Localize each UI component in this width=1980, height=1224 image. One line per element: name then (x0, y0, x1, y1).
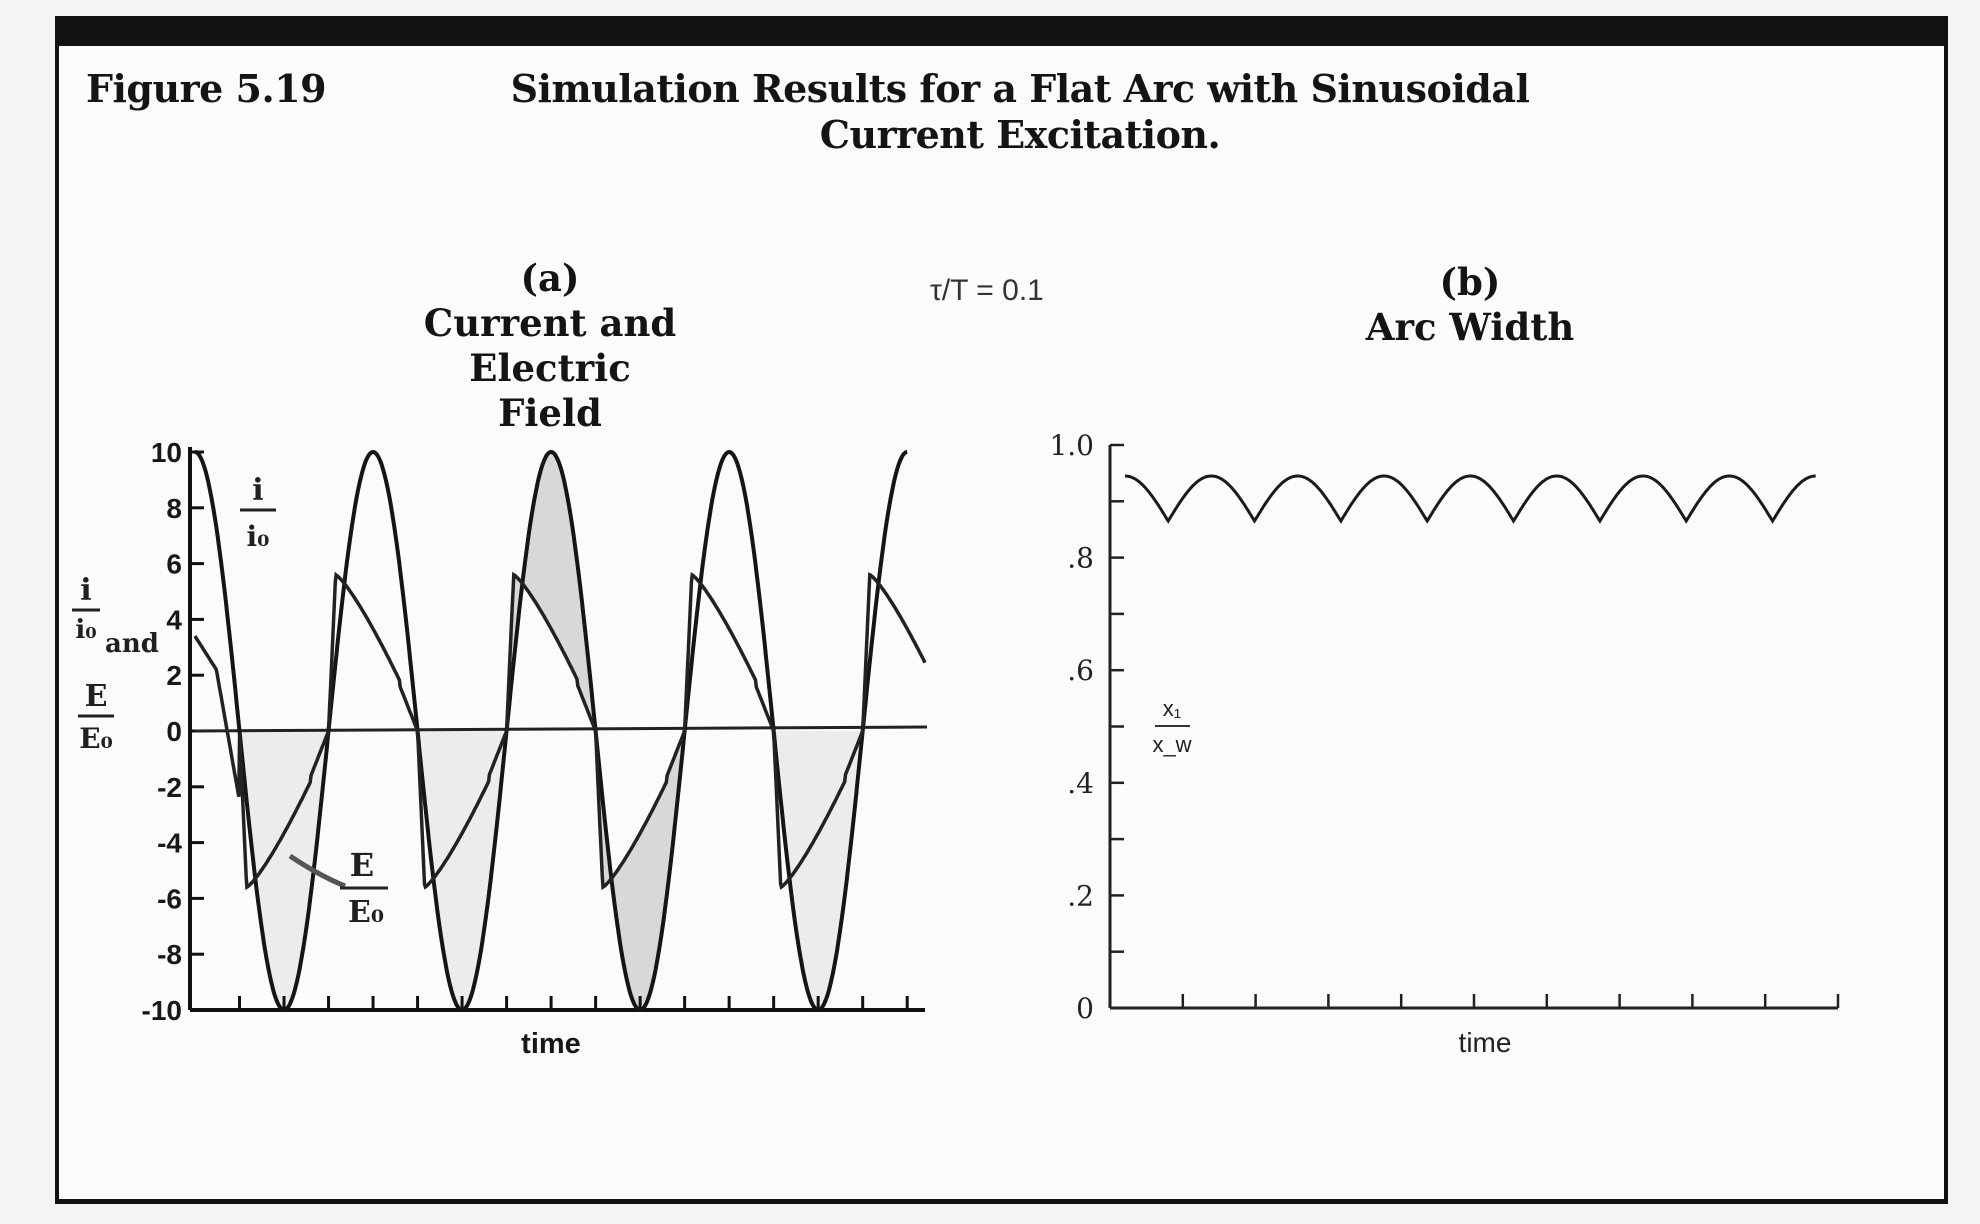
current-curve-label: i i₀ (240, 473, 276, 553)
panel-b-title-line1: Arc Width (1365, 305, 1575, 349)
panel-b-x-ticks (1181, 994, 1840, 1008)
panel-a-y-tick-label: 10 (151, 437, 182, 468)
panel-b-y-tick-label: .6 (1067, 654, 1094, 687)
panel-a-y-tick-label: -4 (157, 828, 182, 859)
field-label-leader (288, 853, 346, 889)
figure-title-line1: Simulation Results for a Flat Arc with S… (510, 66, 1530, 111)
panel-b-x-label: time (1459, 1027, 1512, 1058)
panel-b-title: (b) Arc Width (1280, 260, 1660, 350)
panel-b-letter: (b) (1439, 260, 1501, 304)
figure-title: Simulation Results for a Flat Arc with S… (460, 66, 1580, 158)
panel-a-y-ticks: 10 8 6 4 2 0 -2 -4 -6 -8 -10 (142, 437, 204, 1026)
panel-a-y-tick-label: -6 (157, 883, 182, 914)
panel-b-y-label-den: x_w (1152, 732, 1191, 757)
panel-a-y-tick-label: 8 (166, 493, 182, 524)
panel-a-y-tick-label: 4 (166, 604, 182, 635)
panel-a-y-tick-label: 2 (166, 660, 182, 691)
panel-b-y-ticks: 1.0 .8 .6 .4 .2 0 (1049, 429, 1124, 1025)
panel-a-title-line1: Current and Electric (423, 301, 677, 390)
panel-b-series (1125, 474, 1816, 524)
panel-a-y-tick-label: -2 (157, 772, 182, 803)
panel-a-light-shading (773, 731, 863, 1010)
panel-a-light-shading (417, 731, 507, 1010)
y-label-and: and (105, 629, 159, 659)
arc-width-series-line (1125, 474, 1816, 524)
field-label-num: E (350, 846, 374, 884)
panel-b-y-tick-label: 1.0 (1049, 429, 1094, 462)
panel-a-x-ticks (238, 996, 909, 1010)
figure-label: Figure 5.19 (86, 66, 327, 111)
panel-b-y-tick-label: .2 (1067, 879, 1094, 912)
panel-a-y-tick-label: -8 (157, 939, 182, 970)
panel-a-title-line2: Field (498, 391, 602, 435)
current-label-num: i (252, 473, 263, 508)
top-border-bar (55, 16, 1948, 46)
panel-a-x-label: time (521, 1028, 581, 1060)
panel-b-chart: 1.0 .8 .6 .4 .2 0 time x₁ x_w (1049, 429, 1840, 1058)
figure-title-line2: Current Excitation. (819, 112, 1221, 157)
panel-b-y-tick-label: 0 (1076, 992, 1094, 1025)
panel-a-letter: (a) (520, 256, 580, 300)
y-label-e0: E₀ (79, 722, 113, 755)
panel-a-title: (a) Current and Electric Field (350, 256, 750, 436)
field-label-den: E₀ (348, 895, 384, 930)
panel-b-y-label-num: x₁ (1163, 696, 1181, 721)
current-label-den: i₀ (247, 520, 270, 553)
panel-b-y-label: x₁ x_w (1152, 696, 1191, 757)
y-label-i0: i₀ (75, 615, 96, 645)
panel-a-chart: 10 8 6 4 2 0 -2 -4 -6 -8 -10 time i i₀ and E E₀ i … (72, 437, 928, 1060)
panel-a-y-tick-label: -10 (142, 995, 182, 1026)
y-label-i: i (80, 573, 91, 608)
panel-a-y-label: i i₀ and E E₀ (72, 573, 159, 755)
field-curve-label: E E₀ (288, 846, 388, 930)
y-label-e: E (85, 679, 108, 714)
panel-a-zero-line (194, 725, 928, 733)
tau-over-t-parameter: τ/T = 0.1 (930, 274, 1044, 307)
panel-a-y-tick-label: 6 (166, 549, 182, 580)
panel-b-y-tick-label: .8 (1067, 542, 1094, 575)
panel-a-light-shading (239, 731, 329, 1010)
panel-b-y-tick-label: .4 (1067, 767, 1094, 800)
panel-a-y-tick-label: 0 (166, 716, 182, 747)
field-series-line (193, 571, 927, 891)
